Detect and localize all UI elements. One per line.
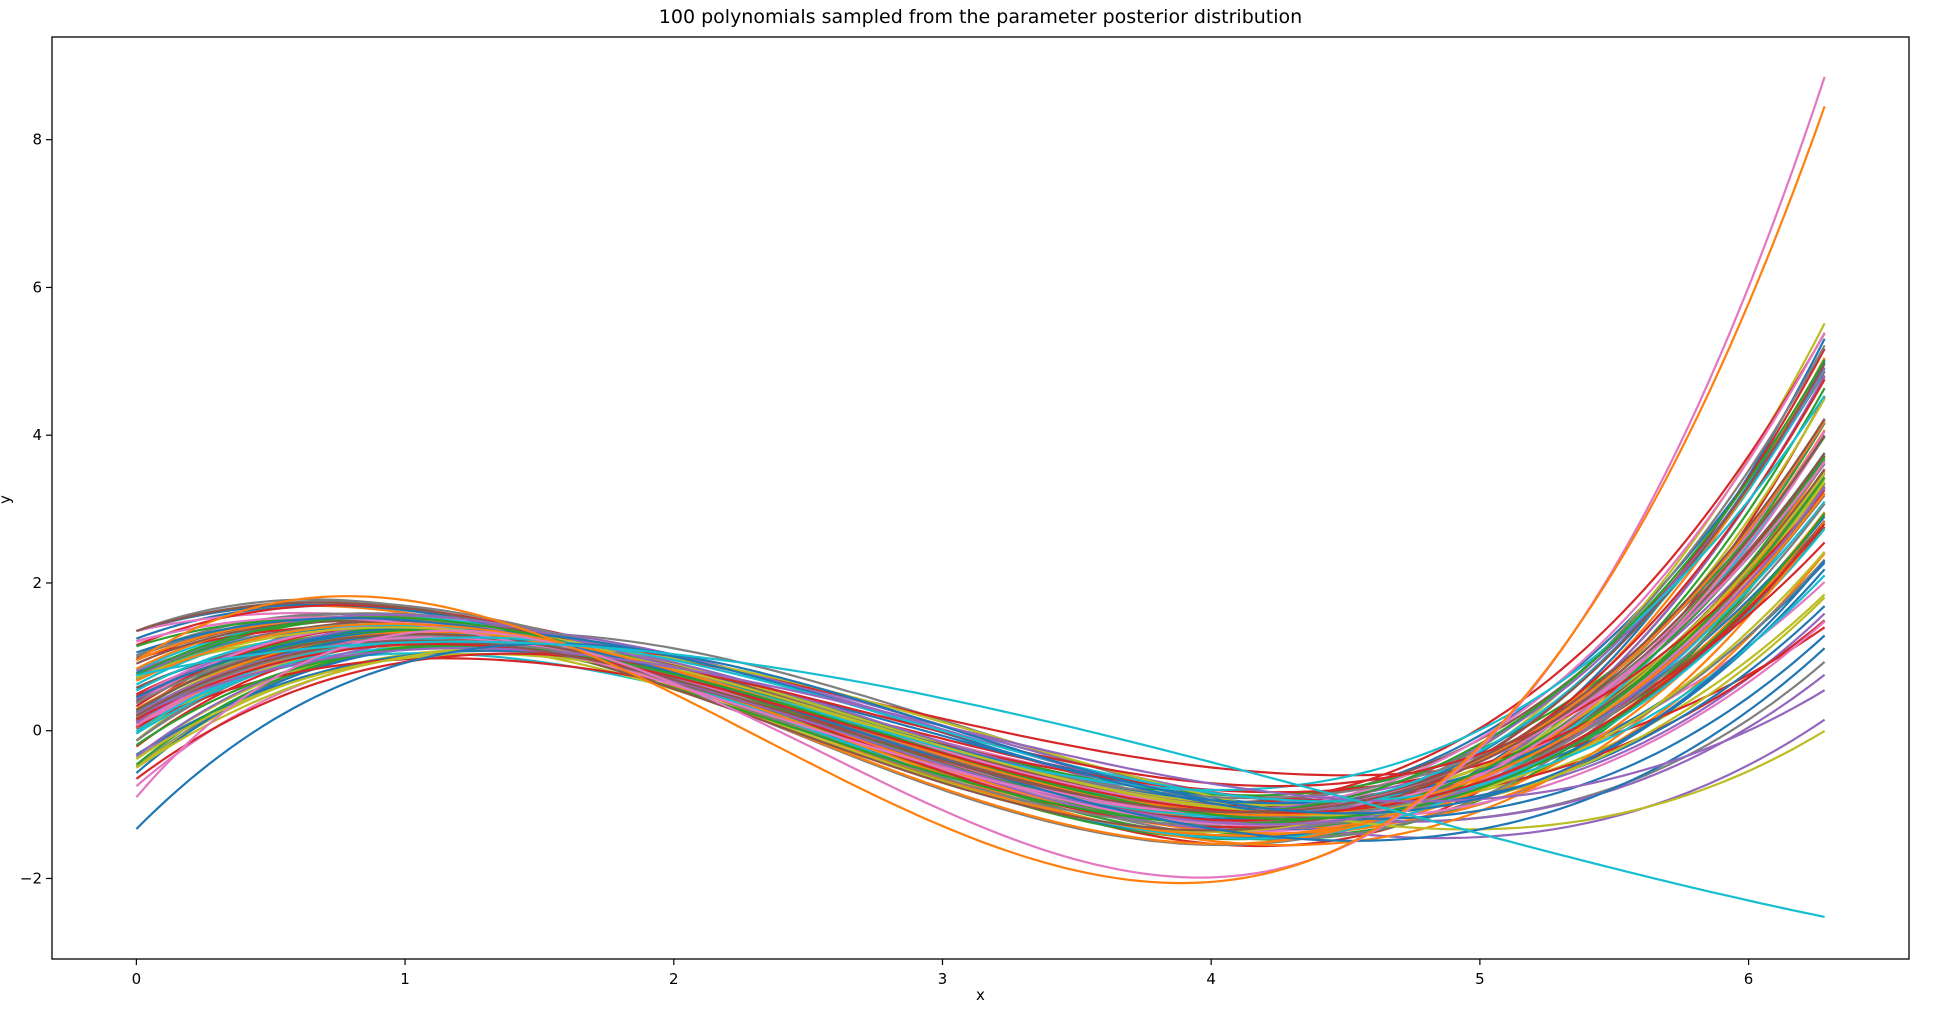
series-line-92 [135,492,1826,817]
series-line-69 [135,645,1826,831]
x-ticks: 0 1 2 3 4 5 6 [132,959,1754,988]
x-tick-label-3: 3 [938,970,948,988]
series-line-100 [136,640,1825,918]
x-axis-label: x [976,986,985,1004]
y-tick-label-8: 8 [32,131,42,149]
chart-title: 100 polynomials sampled from the paramet… [658,6,1303,28]
x-tick-label-2: 2 [669,970,679,988]
series-lines [135,76,1826,918]
x-tick-label-0: 0 [132,970,142,988]
series-line-96 [135,434,1826,814]
x-tick-label-6: 6 [1744,970,1754,988]
y-tick-label-0: 0 [32,722,42,740]
series-line-89 [135,596,1826,817]
series-line-94 [135,523,1826,814]
series-line-95 [135,647,1826,803]
x-tick-label-4: 4 [1206,970,1216,988]
y-tick-label--2: −2 [20,869,42,887]
series-line-86 [135,418,1826,813]
y-ticks: −2 0 2 4 6 8 [20,131,52,887]
axes-frame [51,36,1910,960]
y-tick-label-4: 4 [32,426,42,444]
series-line-99 [135,106,1826,885]
series-line-97 [135,560,1826,830]
x-tick-label-1: 1 [400,970,410,988]
x-tick-label-5: 5 [1475,970,1485,988]
y-tick-label-2: 2 [32,574,42,592]
y-tick-label-6: 6 [32,278,42,296]
y-axis-label: y [0,494,14,504]
